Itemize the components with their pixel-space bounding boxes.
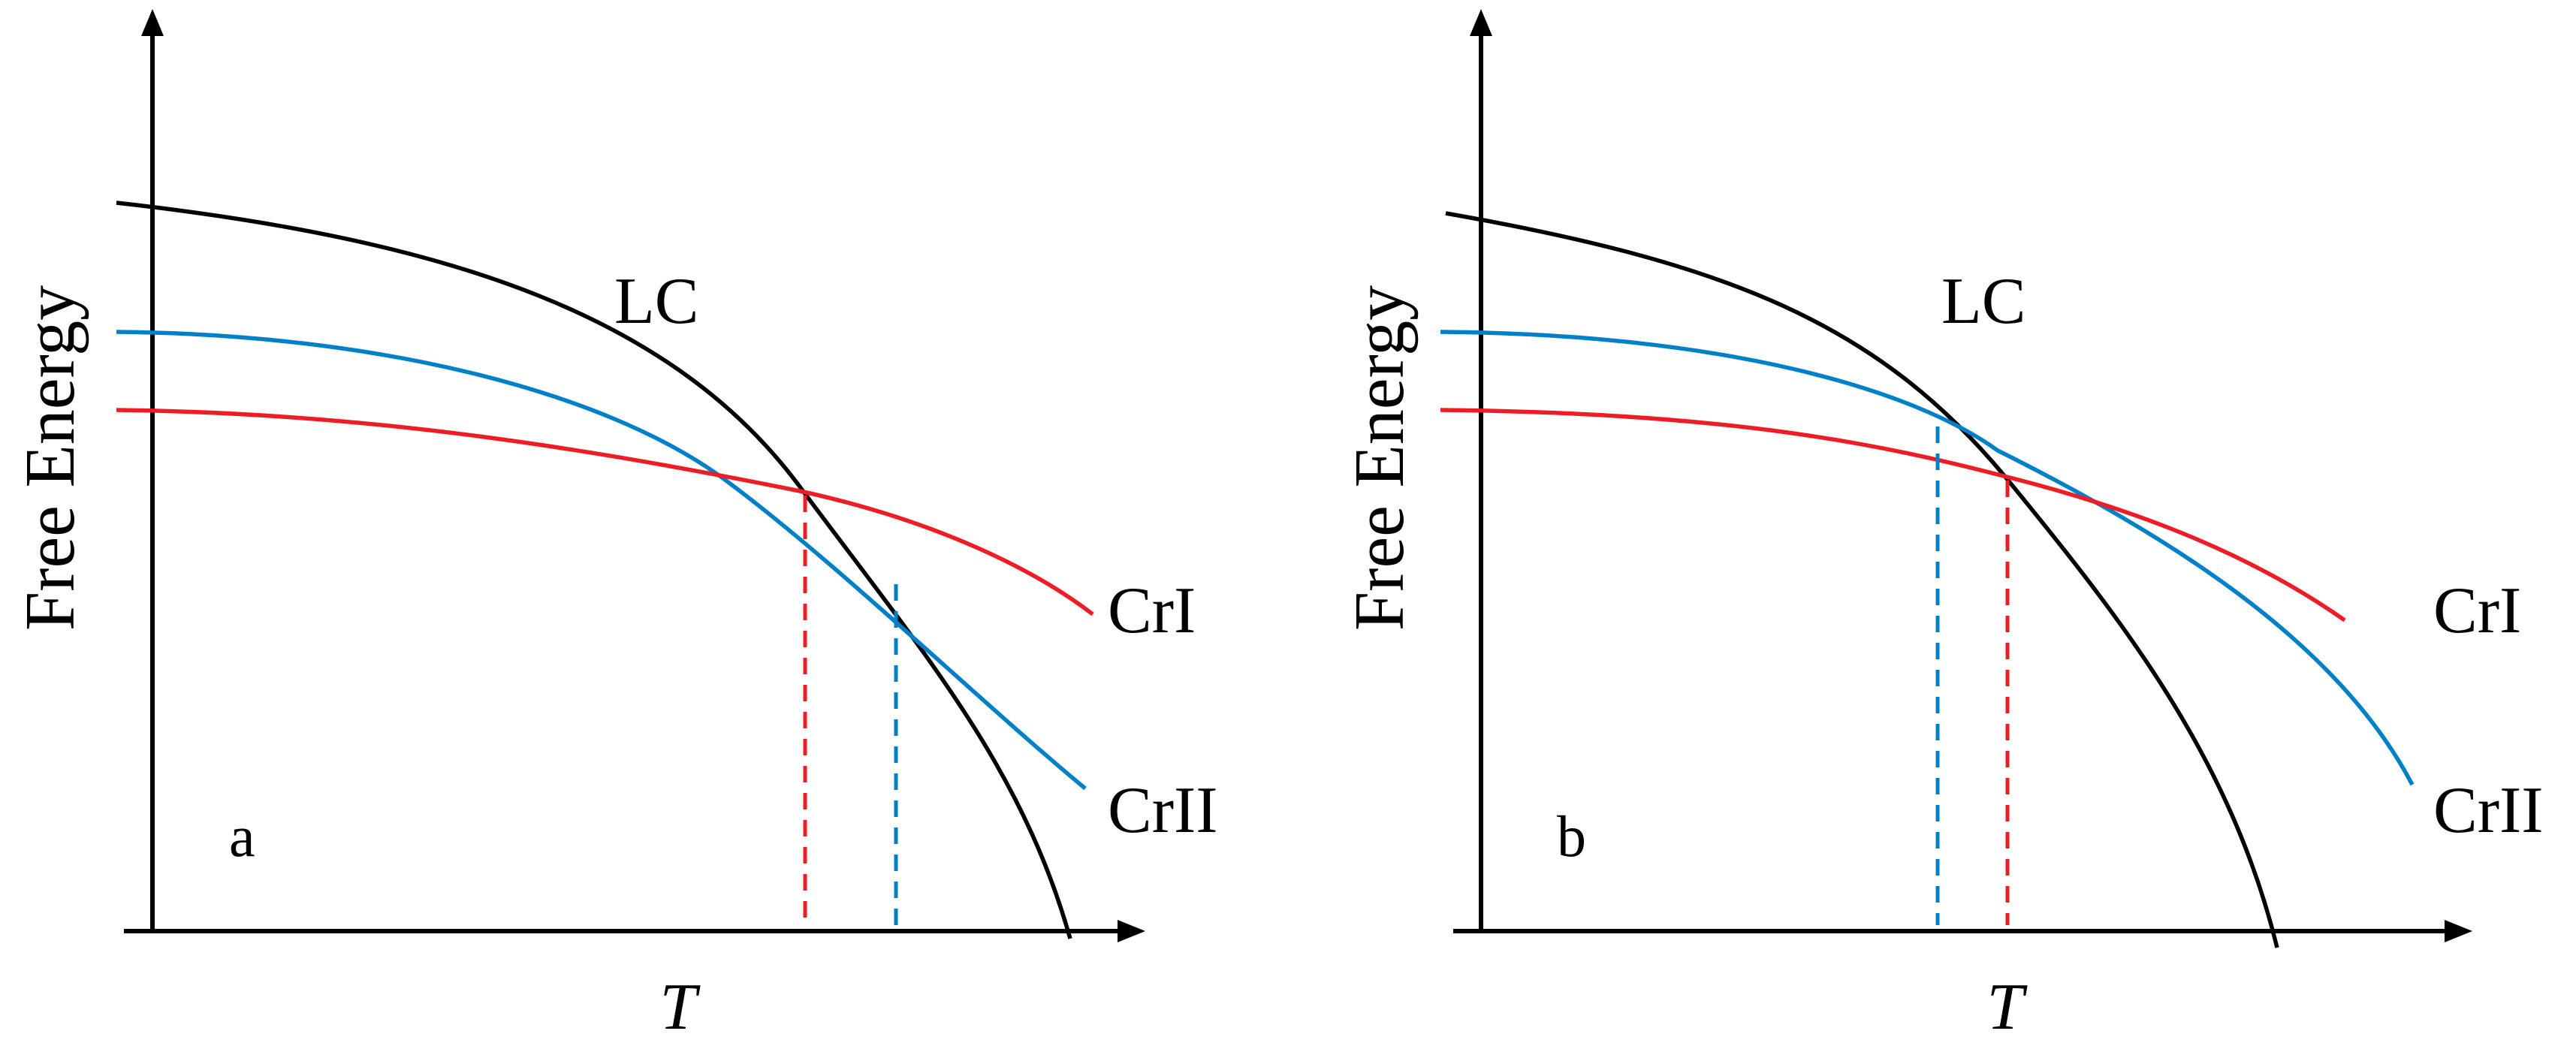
- panel-b-x-axis-arrow: [2445, 920, 2472, 942]
- panel-a-lc-label: LC: [614, 265, 698, 338]
- panel-a-cri-label: CrI: [1108, 574, 1196, 647]
- panel-a-lc-curve: [116, 200, 1072, 939]
- panel-a-x-axis-arrow: [1118, 920, 1145, 942]
- panel-b-lc-label: LC: [1941, 265, 2026, 338]
- panel-b-x-axis-label: T: [1987, 971, 2029, 1044]
- panel-b-cri-label: CrI: [2433, 574, 2521, 647]
- panel-b-crii-curve: [1440, 330, 2415, 786]
- panel-b-y-axis-arrow: [1470, 9, 1492, 36]
- panel-a-y-axis-label: Free Energy: [11, 285, 89, 631]
- panel-a-y-axis-arrow: [141, 9, 164, 36]
- panel-a-letter: a: [229, 803, 255, 869]
- panel-a-cri-curve: [116, 408, 1094, 616]
- panel-b-crii-label: CrII: [2433, 774, 2544, 847]
- panel-a-crii-label: CrII: [1108, 774, 1218, 847]
- panel-a-crii-curve: [116, 330, 1087, 791]
- panel-b-letter: b: [1557, 803, 1586, 869]
- panel-a-x-axis-label: T: [660, 971, 701, 1044]
- panel-b-cri-curve: [1440, 408, 2346, 622]
- panel-b: Free Energy T LC CrI CrII b: [1341, 9, 2544, 1044]
- panel-a: Free Energy T LC CrI CrII a: [11, 9, 1218, 1044]
- panel-b-y-axis-label: Free Energy: [1341, 285, 1419, 631]
